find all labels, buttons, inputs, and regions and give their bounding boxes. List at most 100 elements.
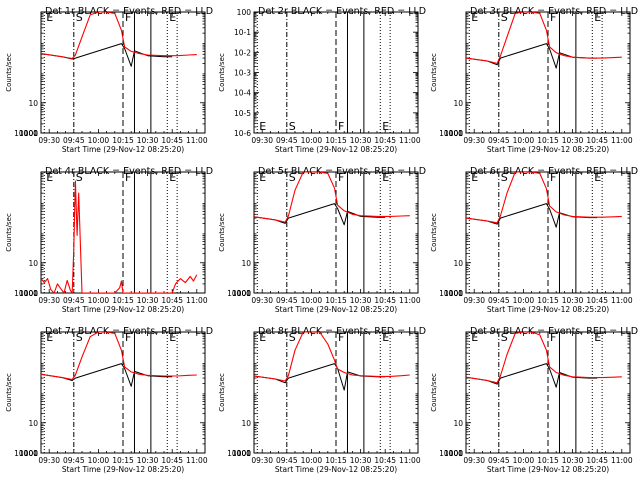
y-axis-label: Counts/sec xyxy=(5,373,13,412)
lld-series-line xyxy=(41,180,198,293)
x-tick-label: 10:00 xyxy=(513,296,535,305)
y-tick-label: 10-4 xyxy=(234,89,251,98)
series-group xyxy=(41,180,198,293)
event-marker-label: E xyxy=(259,331,266,344)
lld-series-line xyxy=(466,12,622,64)
y-tick-label: 1000 xyxy=(444,289,463,298)
event-marker-label: F xyxy=(338,171,344,184)
x-tick-label: 10:30 xyxy=(350,296,372,305)
x-tick-label: 11:00 xyxy=(399,456,421,465)
lld-series-line xyxy=(466,332,622,384)
x-tick-label: 10:15 xyxy=(325,136,347,145)
x-axis-label: Start Time (29-Nov-12 08:25:20) xyxy=(62,465,184,474)
x-tick-label: 09:30 xyxy=(251,136,273,145)
x-tick-label: 10:15 xyxy=(112,456,134,465)
event-marker-label: E xyxy=(594,331,601,344)
x-tick-label: 10:15 xyxy=(537,296,559,305)
panel-title: Det 9r BLACK = Events, RED = LLD xyxy=(470,326,638,337)
series-group xyxy=(466,12,622,69)
lld-series-line xyxy=(254,332,410,382)
y-tick-label: 10-6 xyxy=(234,129,251,138)
x-tick-label: 10:00 xyxy=(513,136,535,145)
y-tick-label: 1000 xyxy=(232,289,251,298)
x-axis-label: Start Time (29-Nov-12 08:25:20) xyxy=(487,145,609,154)
x-tick-label: 09:45 xyxy=(276,296,298,305)
y-tick-label: 10-5 xyxy=(234,109,251,118)
detector-panel: Det 8r BLACK = Events, RED = LLD Counts/s… xyxy=(218,326,426,474)
y-tick-label: 1 xyxy=(33,129,38,138)
panel-title: Det 1r BLACK = Events, RED = LLD xyxy=(45,6,213,17)
event-marker-label: S xyxy=(501,171,508,184)
x-tick-label: 11:00 xyxy=(611,456,633,465)
event-marker-label: E xyxy=(471,331,478,344)
lld-series-line xyxy=(466,172,622,224)
event-marker-label: S xyxy=(76,11,83,24)
x-tick-label: 11:00 xyxy=(611,136,633,145)
event-marker-label: F xyxy=(338,331,344,344)
y-tick-label: 1 xyxy=(33,289,38,298)
y-tick-label: 1 xyxy=(33,449,38,458)
event-marker-label: S xyxy=(76,331,83,344)
y-tick-label: 10 xyxy=(241,259,251,268)
x-tick-label: 09:45 xyxy=(63,136,85,145)
series-group xyxy=(41,332,197,387)
event-marker-label: E xyxy=(471,11,478,24)
events-series-line xyxy=(41,363,173,387)
event-marker-label: E xyxy=(594,171,601,184)
x-tick-label: 10:30 xyxy=(562,296,584,305)
y-tick-label: 10000 xyxy=(227,449,251,458)
lld-series-line xyxy=(254,172,410,223)
detector-panel: Det 7r BLACK = Events, RED = LLD Counts/s… xyxy=(5,326,213,474)
event-marker-label: E xyxy=(169,171,176,184)
x-tick-label: 10:30 xyxy=(137,456,159,465)
y-tick-label: 10 xyxy=(453,99,463,108)
event-marker-label: F xyxy=(338,120,344,133)
y-tick-label: 100 xyxy=(24,289,39,298)
event-marker-label: S xyxy=(289,120,296,133)
events-series-line xyxy=(466,363,598,388)
x-tick-label: 10:15 xyxy=(537,136,559,145)
series-group xyxy=(254,172,410,226)
series-group xyxy=(466,332,622,388)
y-tick-label: 1000 xyxy=(232,449,251,458)
event-marker-label: E xyxy=(594,11,601,24)
x-tick-label: 09:45 xyxy=(63,296,85,305)
x-tick-label: 10:30 xyxy=(562,136,584,145)
event-marker-label: E xyxy=(46,331,53,344)
y-tick-label: 10 xyxy=(453,419,463,428)
y-axis-label: Counts/sec xyxy=(218,53,226,92)
y-tick-label: 100 xyxy=(449,289,464,298)
y-tick-label: 100 xyxy=(237,289,252,298)
x-tick-label: 10:15 xyxy=(325,296,347,305)
x-tick-label: 10:45 xyxy=(374,296,396,305)
y-axis-label: Counts/sec xyxy=(218,213,226,252)
x-tick-label: 09:30 xyxy=(251,456,273,465)
x-tick-label: 10:45 xyxy=(161,456,183,465)
y-tick-label: 1000 xyxy=(19,449,38,458)
event-marker-label: E xyxy=(169,11,176,24)
y-axis-label: Counts/sec xyxy=(430,213,438,252)
panel-title: Det 6r BLACK = Events, RED = LLD xyxy=(470,166,638,177)
event-marker-label: E xyxy=(259,171,266,184)
x-tick-label: 10:45 xyxy=(374,136,396,145)
series-group xyxy=(254,332,410,391)
x-tick-label: 10:00 xyxy=(301,136,323,145)
x-tick-label: 10:00 xyxy=(513,456,535,465)
x-tick-label: 10:15 xyxy=(112,296,134,305)
event-marker-label: E xyxy=(382,120,389,133)
y-tick-label: 10000 xyxy=(227,289,251,298)
x-axis-label: Start Time (29-Nov-12 08:25:20) xyxy=(275,465,397,474)
x-tick-label: 09:45 xyxy=(488,456,510,465)
y-tick-label: 1000 xyxy=(444,129,463,138)
x-tick-label: 09:30 xyxy=(251,296,273,305)
y-tick-label: 10000 xyxy=(439,449,463,458)
y-tick-label: 10000 xyxy=(439,289,463,298)
event-marker-label: F xyxy=(125,11,131,24)
x-tick-label: 09:30 xyxy=(463,456,485,465)
event-marker-label: E xyxy=(169,331,176,344)
x-axis-label: Start Time (29-Nov-12 08:25:20) xyxy=(62,305,184,314)
y-axis-label: Counts/sec xyxy=(218,373,226,412)
y-tick-label: 10-3 xyxy=(234,69,251,78)
x-tick-label: 11:00 xyxy=(399,296,421,305)
y-tick-label: 10-1 xyxy=(234,28,251,37)
